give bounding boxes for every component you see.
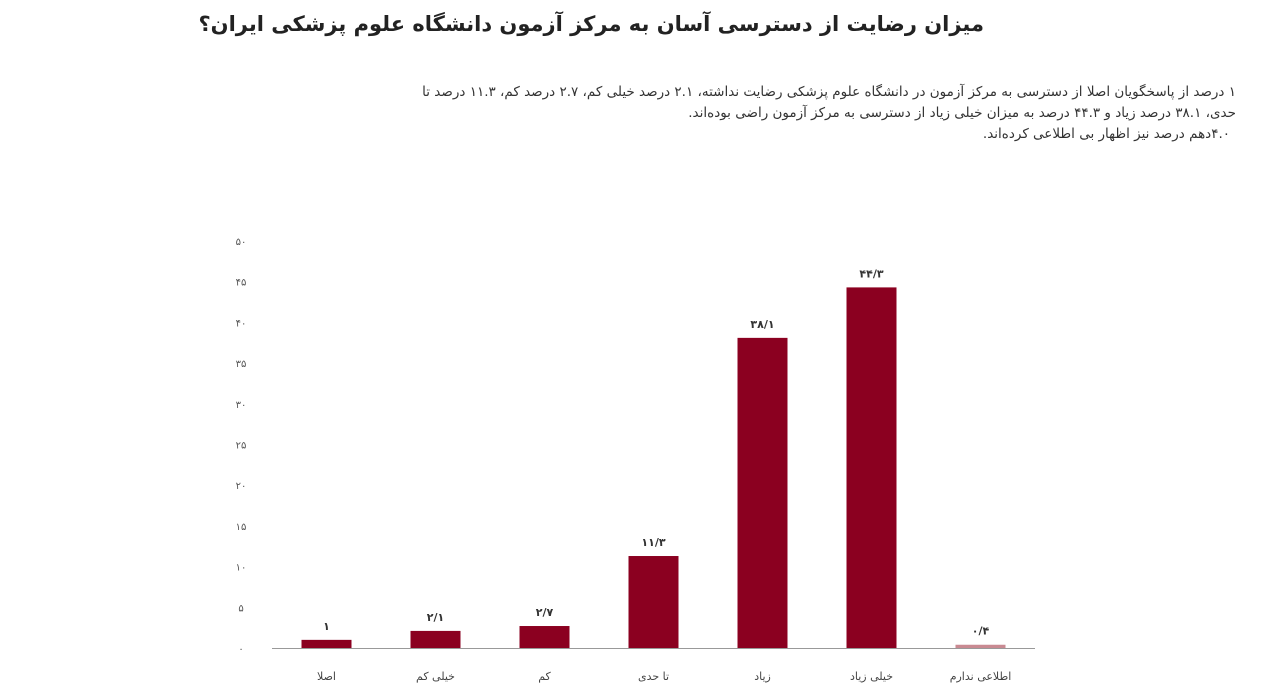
bar [410,630,461,648]
y-tick-label: ۴۰ [236,318,247,329]
description-line-1: ۱ درصد از پاسخگویان اصلا از دسترسی به مر… [422,84,1236,100]
x-axis: اصلا خیلی کم کم تا حدی زیاد خیلی زیاد اطلاعی ن… [317,670,1011,683]
y-tick-label: ۵۰ [236,237,247,248]
description-line-2: حدی، ۳۸.۱ درصد زیاد و ۴۴.۳ درصد به میزان… [688,105,1236,121]
x-category-label: خیلی کم [416,670,455,683]
bar [737,337,788,648]
x-category-label: اطلاعی ندارم [950,670,1012,683]
y-tick-label: ۳۵ [236,359,247,370]
y-tick-label: ۲۵ [236,441,247,452]
y-tick-label: ۵ [238,603,243,614]
y-tick-label: ۱۰ [236,563,247,574]
description-line-3: ۴.۰دهم درصد نیز اظهار بی اطلاعی کرده‌اند… [982,126,1230,142]
y-tick-label: ۰ [238,644,243,655]
bar-value-label: ۰/۴ [972,625,990,638]
y-tick-label: ۴۵ [236,278,247,289]
bar [301,639,352,648]
x-category-label: تا حدی [638,670,669,683]
x-category-label: کم [538,670,551,683]
bar-value-label: ۱ [323,620,330,633]
chart-description: ۱ درصد از پاسخگویان اصلا از دسترسی به مر… [36,82,1236,145]
x-category-label: خیلی زیاد [850,670,893,683]
bars-group: ۱ ۲/۱ ۲/۷ ۱۱/۳ ۳۸/۱ ۴۴/۳ ۰/۴ [301,267,1006,648]
bar-value-label: ۲/۷ [536,606,554,619]
bar [628,556,679,648]
y-axis: ۰ ۵ ۱۰ ۱۵ ۲۰ ۲۵ ۳۰ ۳۵ ۴۰ ۴۵ ۵۰ [236,237,247,655]
y-tick-label: ۱۵ [236,522,247,533]
bar-value-label: ۲/۱ [427,611,444,624]
bar-value-label: ۱۱/۳ [641,536,665,549]
bar-value-label: ۴۴/۳ [859,267,883,280]
x-category-label: اصلا [317,670,336,683]
x-category-label: زیاد [754,670,771,683]
bar [955,644,1006,648]
y-tick-label: ۳۰ [236,400,247,411]
bar-value-label: ۳۸/۱ [750,318,774,331]
chart-title: میزان رضایت از دسترسی آسان به مرکز آزمون… [198,12,984,36]
bar [519,626,570,648]
bar [846,287,897,648]
y-tick-label: ۲۰ [236,481,247,492]
